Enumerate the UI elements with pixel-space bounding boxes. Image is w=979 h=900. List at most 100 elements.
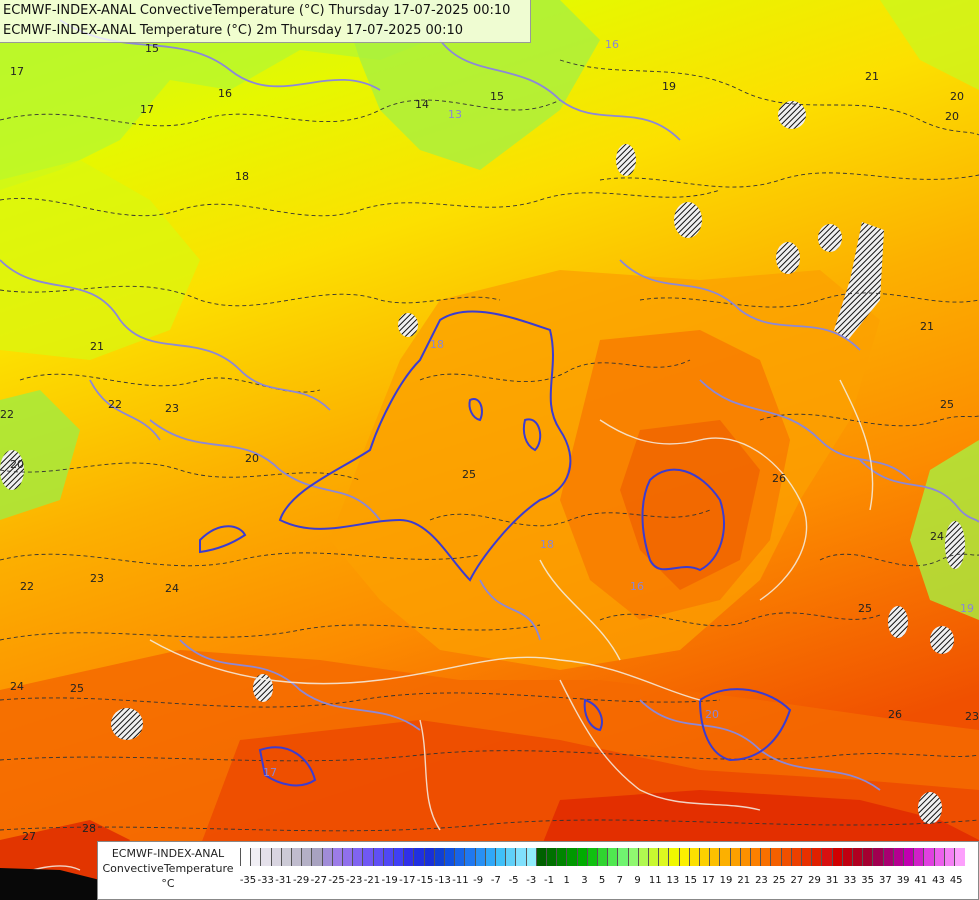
- convective-contour-label: 19: [960, 602, 974, 615]
- legend-swatch: [546, 848, 557, 866]
- convective-contour-label: 18: [430, 338, 444, 351]
- region-green-nw: [0, 0, 460, 190]
- legend-tick-label: 19: [719, 875, 733, 886]
- legend-swatch: [648, 848, 659, 866]
- legend-swatch: [372, 848, 384, 866]
- legend-swatch: [352, 848, 364, 866]
- legend-swatch: [913, 848, 925, 866]
- legend-swatch: [801, 848, 812, 866]
- legend-tick-label: 37: [879, 875, 892, 886]
- temperature-contour-label: 20: [950, 90, 964, 103]
- convective-contour-labels: 13 16 18 18 17 16 20 19: [263, 38, 974, 779]
- legend-tick-label: 7: [616, 875, 623, 886]
- legend-swatch: [291, 848, 302, 866]
- legend-tick-label: 23: [755, 875, 768, 886]
- legend-swatch: [240, 848, 251, 866]
- legend-swatch: [566, 848, 578, 866]
- legend-tick-label: 11: [648, 875, 662, 886]
- temperature-contour-label: 16: [218, 87, 232, 100]
- legend-unit: °C: [161, 877, 175, 890]
- legend-tick-label: -33: [257, 875, 274, 886]
- legend-swatch: [576, 848, 588, 866]
- legend-swatch: [790, 848, 802, 866]
- legend-swatch: [954, 848, 965, 866]
- temperature-contour-label: 20: [945, 110, 959, 123]
- legend-swatch: [760, 848, 772, 866]
- legend-swatch: [699, 848, 710, 866]
- legend-swatch: [709, 848, 721, 866]
- hatch-cell: [918, 792, 942, 824]
- legend-tick-label: 45: [949, 875, 963, 886]
- legend-tick-label: -17: [399, 875, 416, 886]
- legend-swatch: [739, 848, 751, 866]
- legend-swatch: [770, 848, 782, 866]
- legend-tick-label: 5: [598, 875, 606, 886]
- legend-swatch: [525, 848, 537, 866]
- legend-tick-label: -29: [292, 875, 310, 886]
- hatch-cell: [776, 242, 800, 274]
- temperature-contour-label: 23: [165, 402, 179, 415]
- temperature-contour-labels: 15 14 15 16 17 17 18 19 20 21 20 21 22 22 23 22 20 20 23 24…: [0, 42, 979, 843]
- legend-tick-label: -5: [508, 875, 519, 886]
- temperature-contours: [0, 59, 979, 832]
- hatch-cell: [778, 101, 806, 129]
- legend-tick-label: 43: [932, 875, 945, 886]
- convective-contours: [0, 19, 979, 791]
- legend-swatch: [474, 848, 486, 866]
- legend-swatch: [362, 848, 374, 866]
- legend-swatch: [668, 848, 680, 866]
- legend-tick-label: 3: [581, 875, 588, 886]
- legend-swatch: [821, 848, 833, 866]
- legend-tick-label: 31: [825, 875, 839, 886]
- legend-swatch: [433, 848, 445, 866]
- legend-tick-label: 21: [737, 875, 751, 886]
- temperature-contour-label: 21: [90, 340, 104, 353]
- legend-tick-label: 15: [684, 875, 697, 886]
- legend-tick-label: -19: [381, 875, 398, 886]
- temperature-contour-label: 15: [490, 90, 504, 103]
- legend-swatch: [923, 848, 935, 866]
- temperature-contour-label: 20: [10, 458, 24, 471]
- legend-parameter-name: ConvectiveTemperature: [102, 862, 234, 875]
- hatch-cell: [616, 144, 636, 176]
- temperature-contour-label: 17: [140, 103, 154, 116]
- country-borders: [0, 379, 874, 881]
- legend-swatch: [597, 848, 608, 866]
- legend-swatch: [413, 848, 425, 866]
- hatch-cell: [888, 606, 908, 638]
- temperature-contour-label: 24: [165, 582, 179, 595]
- region-green-ne: [880, 0, 979, 90]
- legend-tick-label: 29: [808, 875, 821, 886]
- legend-tick-label: -35: [239, 875, 257, 886]
- legend-swatch: [627, 848, 639, 866]
- color-legend: ECMWF-INDEX-ANAL ConvectiveTemperature °…: [97, 841, 979, 900]
- legend-tick-label: 17: [701, 875, 715, 886]
- hatch-cell: [253, 674, 273, 702]
- legend-swatch: [831, 848, 843, 866]
- legend-swatch: [943, 848, 955, 866]
- region-green-east: [910, 440, 979, 620]
- legend-swatch: [933, 848, 945, 866]
- legend-tick-label: -27: [310, 875, 327, 886]
- legend-swatch: [780, 848, 792, 866]
- hatch-cell: [834, 222, 884, 340]
- legend-swatch: [556, 848, 568, 866]
- legend-swatch: [811, 848, 823, 866]
- legend-tick-label: -21: [363, 875, 381, 886]
- legend-swatch: [729, 848, 741, 866]
- region-yellow-green-w: [0, 160, 200, 360]
- convective-contour-label: 20: [705, 708, 719, 721]
- temperature-contour-label: 22: [0, 408, 14, 421]
- legend-tick-label: -31: [275, 875, 292, 886]
- temperature-contour-label: 23: [965, 710, 979, 723]
- temperature-contour-label: 25: [858, 602, 872, 615]
- legend-swatch: [311, 848, 323, 866]
- legend-tick-label: 33: [843, 875, 857, 886]
- temperature-contour-label: 22: [20, 580, 34, 593]
- temperature-contour-label: 18: [235, 170, 249, 183]
- legend-swatch: [903, 848, 914, 866]
- hatch-cell: [0, 450, 24, 490]
- temperature-contour-label: 26: [772, 472, 786, 485]
- legend-swatch: [872, 848, 884, 866]
- legend-swatch: [719, 848, 731, 866]
